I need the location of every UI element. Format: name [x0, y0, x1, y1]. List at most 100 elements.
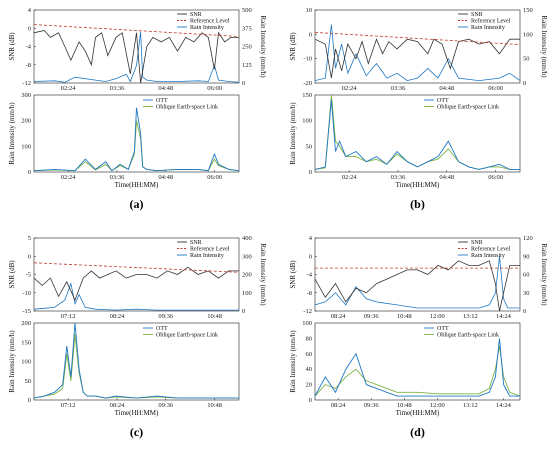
panel-d-bottom-legend-label: OTT [437, 326, 449, 332]
panel-c-top-left-tick: -15 [22, 308, 31, 315]
panel-a-top-right-tick: 500 [242, 7, 252, 14]
panel-c-bottom-ytick: 100 [21, 359, 31, 366]
panel-d-top-right-tick: 60 [523, 272, 530, 279]
panel-d-top-left-tick: 4 [309, 235, 313, 242]
panel-c-top-right-tick: 200 [242, 272, 252, 279]
panel-a-top-left-tick: -8 [26, 62, 31, 69]
panel-d-bottom-ytick: 0 [309, 397, 312, 404]
panel-a-legend-label: SNR [190, 12, 202, 18]
panel-b-ott-line [314, 100, 520, 170]
panel-b-bottom-xtick: 06:00 [488, 174, 503, 181]
panel-b-top-left-tick: 0 [309, 31, 312, 38]
panel-c-legend-label: Reference Level [190, 246, 230, 253]
panel-b-bottom-ytick: 100 [302, 118, 312, 125]
panel-c-bottom-frame [33, 322, 240, 401]
panel-b-bottom-xtick: 04:48 [439, 174, 454, 181]
panel-c-rain-line [33, 282, 239, 311]
panel-a-legend-label: Reference Level [190, 18, 230, 25]
panel-c-bottom-xtick: 09:36 [158, 402, 174, 409]
panel-b-bottom-ytick: 50 [306, 143, 313, 150]
panel-c-top-xtick: 08:24 [110, 313, 126, 320]
panel-a-rain-line [33, 31, 240, 83]
panel-a-link-line [33, 120, 240, 172]
panel-b-legend-label: Reference Level [471, 18, 511, 25]
panel-a-top-xtick: 06:00 [207, 85, 222, 92]
panel-a-caption: (a) [130, 197, 144, 211]
panel-b-snr-line [314, 38, 520, 79]
panel-c-top-xtick: 09:36 [158, 313, 174, 320]
panel-d-bottom-frame [314, 322, 521, 401]
panel-b-legend-label: Rain Intensity [471, 25, 505, 31]
panel-c-legend-label: Rain Intensity [190, 253, 224, 259]
panel-d-bottom-xtick: 10:48 [397, 402, 412, 409]
panel-d-legend-label: Rain Intensity [471, 253, 505, 259]
panel-a-bottom-ytick: 0 [28, 169, 31, 176]
panel-d-top-right-tick: 30 [523, 290, 530, 297]
panel-a-top-ylabel-left: SNR (dB) [8, 32, 16, 61]
panel-d-top-left-tick: -8 [307, 290, 312, 297]
panel-b-top-xtick: 06:00 [488, 85, 503, 92]
panel-c-reference-line [33, 262, 240, 273]
panel-c-top-right-tick: 400 [242, 235, 252, 242]
panel-d-bottom-ytick: 100 [302, 320, 312, 327]
panel-a-top-right-tick: 125 [242, 62, 252, 69]
panel-a-top-xtick: 04:48 [158, 85, 173, 92]
panel-d-link-line [314, 346, 521, 397]
panel-d-snr-line [314, 260, 520, 312]
panel-b-top-left-tick: -20 [303, 80, 312, 87]
panel-d-top-xtick: 09:36 [364, 313, 380, 320]
panel-c-xlabel: Time(HH:MM) [115, 409, 159, 417]
panel-a-top-left-tick: -4 [26, 44, 32, 51]
panel-b-top-right-tick: 0 [523, 80, 526, 87]
panel-d-caption: (d) [410, 425, 425, 439]
panel-d-bottom-legend-label: Oblique Earth-space Link [437, 333, 499, 339]
panel-a-bottom-xtick: 06:00 [207, 174, 222, 181]
panel-d-bottom-ytick: 60 [306, 351, 313, 358]
panel-b-bottom-frame [314, 94, 521, 173]
panel-c-bottom-ytick: 0 [28, 397, 31, 404]
panel-b-top-right-tick: 50 [523, 56, 530, 63]
panel-d-top-left-tick: -12 [303, 308, 312, 315]
panel-d-rain-line [314, 256, 520, 309]
panel-b-reference-line [314, 32, 521, 45]
panel-b-bottom-ylabel: Rain Intensity (mm/h) [289, 102, 297, 165]
panel-a-top-xtick: 03:36 [110, 85, 126, 92]
panel-a-top-right-tick: 250 [242, 44, 252, 51]
panel-b-bottom-xtick: 02:24 [342, 174, 358, 181]
panel-c-top-xtick: 10:48 [207, 313, 222, 320]
panel-b-caption: (b) [410, 197, 425, 211]
panel-a-top-ylabel-right: Rain Intensity (mm/h) [259, 15, 267, 78]
panel-c-bottom-ytick: 200 [21, 320, 31, 327]
panel-c-top-left-tick: 5 [28, 235, 31, 242]
panel-b-top-right-tick: 100 [523, 31, 533, 38]
panel-d-top-xtick: 13:12 [463, 313, 478, 320]
panel-b-top-left-tick: 10 [306, 7, 313, 14]
panel-c-ott-line [33, 322, 239, 399]
panel-d-bottom-xtick: 12:00 [430, 402, 445, 409]
panel-d-top-left-tick: 0 [309, 253, 312, 260]
panel-b-bottom-legend-label: Oblique Earth-space Link [437, 105, 499, 111]
panel-c-bottom-ytick: 50 [25, 378, 32, 385]
panel-a-top-left-tick: 0 [28, 25, 31, 32]
panel-d-top-left-tick: -4 [307, 272, 313, 279]
panel-d-top-ylabel-left: SNR (dB) [289, 260, 297, 289]
panel-d-bottom-ytick: 40 [306, 366, 313, 373]
panel-c-bottom-legend-label: Oblique Earth-space Link [156, 333, 218, 339]
panel-c-top-left-tick: -10 [22, 290, 31, 297]
panel-c-top-left-tick: 0 [28, 253, 31, 260]
panel-a-bottom-ytick: 200 [21, 118, 31, 125]
panel-c-bottom-xtick: 08:24 [110, 402, 126, 409]
panel-a-legend-label: Rain Intensity [190, 25, 224, 31]
panel-d-bottom-xtick: 09:36 [364, 402, 380, 409]
panel-a-top-left-tick: -12 [22, 80, 31, 87]
panel-a-bottom-xtick: 04:48 [158, 174, 173, 181]
panel-b-legend-label: SNR [471, 12, 483, 18]
panel-b-top-xtick: 03:36 [391, 85, 407, 92]
panel-c-snr-line [33, 266, 239, 302]
panel-a-top-right-tick: 0 [242, 80, 245, 87]
panel-d-bottom-ytick: 20 [306, 382, 313, 389]
panel-c-bottom-xtick: 07:12 [61, 402, 76, 409]
panel-c-legend-label: SNR [190, 240, 202, 246]
panel-a-bottom-xtick: 03:36 [110, 174, 126, 181]
